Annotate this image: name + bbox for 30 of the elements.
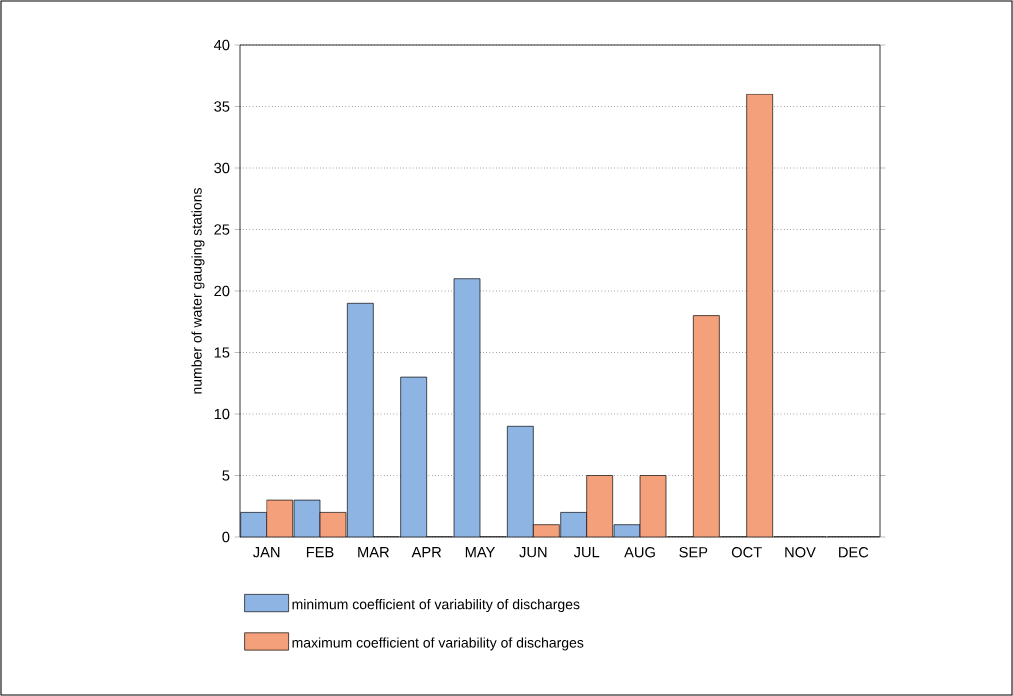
bar [347,303,374,537]
x-tick-label: JUN [519,547,547,558]
y-tick-label: 20 [214,285,230,297]
bar [240,512,267,537]
bar [507,426,534,537]
bar [560,512,587,537]
y-tick-label: 0 [222,531,230,543]
y-tick-label: 35 [214,101,230,112]
x-tick-label: DEC [839,547,869,558]
x-tick-label: JAN [253,547,280,558]
x-tick-label: SEP [679,547,708,558]
x-tick-label: APR [411,547,442,558]
y-tick-label: 30 [214,162,230,174]
legend-label: minimum coefficient of variability of discharges [292,598,580,613]
x-tick-label: MAR [358,547,389,558]
x-tick-label: OCT [731,547,762,558]
x-tick-label: MAY [465,547,496,558]
y-tick-label: 40 [213,39,230,51]
x-tick-label: NOV [785,547,816,558]
y-axis-title: number of water gauging stations [191,188,205,394]
y-tick-label: 5 [222,470,230,481]
x-tick-label: FEB [306,547,334,558]
x-tick-label: AUG [624,547,655,558]
y-tick-label: 15 [214,347,230,358]
bar [454,278,481,537]
x-tick-label: JUL [573,547,600,558]
bar [400,377,427,537]
y-tick-label: 25 [214,224,230,235]
legend-label: maximum coefficient of variability of discharges [292,637,584,651]
y-tick-label: 10 [214,408,230,420]
